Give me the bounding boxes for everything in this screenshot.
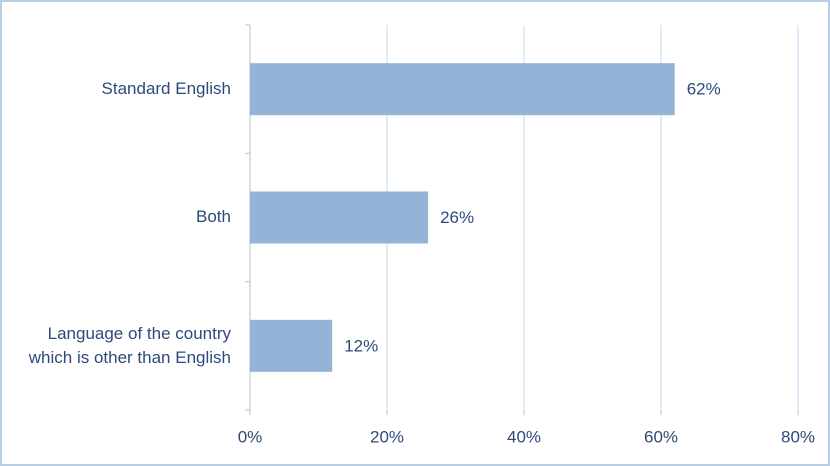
y-tick-label: Both bbox=[196, 207, 231, 227]
x-tick-label: 0% bbox=[238, 427, 263, 446]
value-label: 26% bbox=[440, 208, 474, 227]
bar bbox=[250, 63, 675, 116]
x-tick-label: 60% bbox=[644, 427, 678, 446]
bar bbox=[250, 191, 429, 244]
x-tick-label: 20% bbox=[370, 427, 404, 446]
y-tick-label: Standard English bbox=[101, 79, 231, 99]
x-tick-label: 40% bbox=[507, 427, 541, 446]
y-tick-label: Language of the country which is other t… bbox=[28, 323, 231, 367]
value-label: 62% bbox=[687, 80, 721, 99]
value-label: 12% bbox=[344, 336, 378, 355]
x-tick-label: 80% bbox=[781, 427, 815, 446]
bar bbox=[250, 319, 333, 372]
